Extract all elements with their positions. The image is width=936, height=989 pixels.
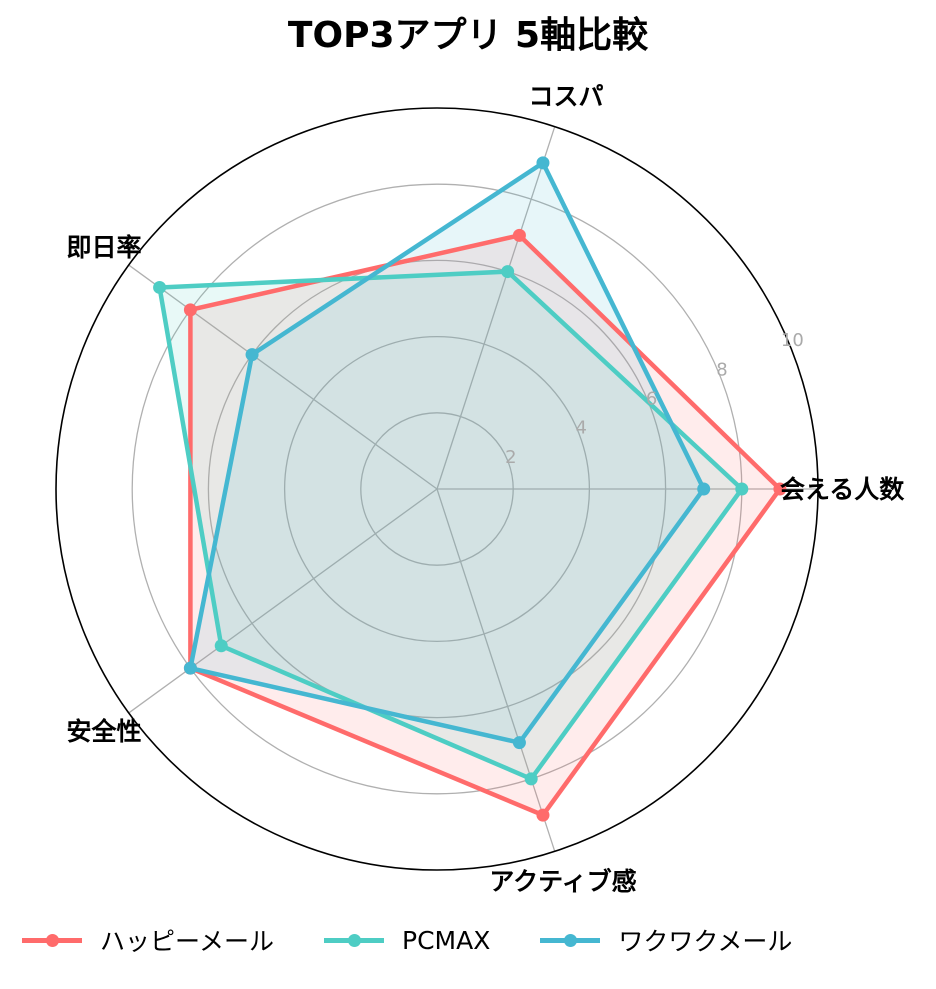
data-point[interactable] — [536, 156, 550, 170]
series-fill — [190, 162, 704, 743]
legend-item-pcmax[interactable]: PCMAX — [324, 926, 490, 955]
data-point[interactable] — [183, 303, 197, 317]
data-point[interactable] — [501, 265, 515, 279]
legend: ハッピーメール PCMAX ワクワクメール — [22, 922, 842, 958]
legend-marker-icon — [22, 928, 82, 952]
radar-grid — [55, 107, 819, 871]
series-line — [156, 269, 745, 782]
series-line — [188, 232, 783, 818]
data-point[interactable] — [512, 736, 526, 750]
legend-marker-icon — [540, 928, 601, 952]
legend-marker-icon — [324, 928, 385, 952]
tick-label: 4 — [575, 418, 586, 439]
data-point[interactable] — [245, 348, 259, 362]
axis-label: 安全性 — [66, 717, 141, 746]
tick-label: 6 — [646, 388, 657, 409]
legend-label: ワクワクメール — [618, 927, 793, 956]
series-fill — [159, 271, 742, 779]
tick-label: 10 — [781, 330, 804, 351]
axis-label: 会える人数 — [780, 475, 905, 504]
outer-frame — [55, 107, 819, 871]
grid-spoke — [128, 488, 438, 714]
grid-spoke — [128, 264, 438, 490]
axis-label: 即日率 — [66, 233, 141, 262]
data-point[interactable] — [536, 808, 550, 822]
data-point[interactable] — [153, 280, 167, 294]
tick-label: 8 — [716, 359, 727, 380]
data-point[interactable] — [773, 482, 787, 496]
legend-label: PCMAX — [402, 925, 491, 955]
series-line — [187, 159, 707, 746]
grid-spoke — [436, 126, 556, 490]
data-point[interactable] — [697, 482, 711, 496]
radar-series — [153, 156, 787, 822]
data-point[interactable] — [214, 639, 228, 653]
axis-label: コスパ — [528, 82, 603, 111]
axis-label: アクティブ感 — [489, 867, 636, 896]
grid-spoke — [436, 488, 556, 852]
data-point[interactable] — [512, 228, 526, 242]
tick-label: 2 — [505, 447, 516, 468]
data-point[interactable] — [183, 661, 197, 675]
chart-title: TOP3アプリ 5軸比較 — [287, 15, 649, 56]
legend-item-wakuwakumail[interactable]: ワクワクメール — [540, 922, 792, 958]
data-point[interactable] — [524, 772, 538, 786]
legend-label: ハッピーメール — [100, 927, 275, 956]
legend-item-happymail[interactable]: ハッピーメール — [22, 922, 274, 958]
data-point[interactable] — [735, 482, 749, 496]
series-fill — [190, 235, 780, 816]
